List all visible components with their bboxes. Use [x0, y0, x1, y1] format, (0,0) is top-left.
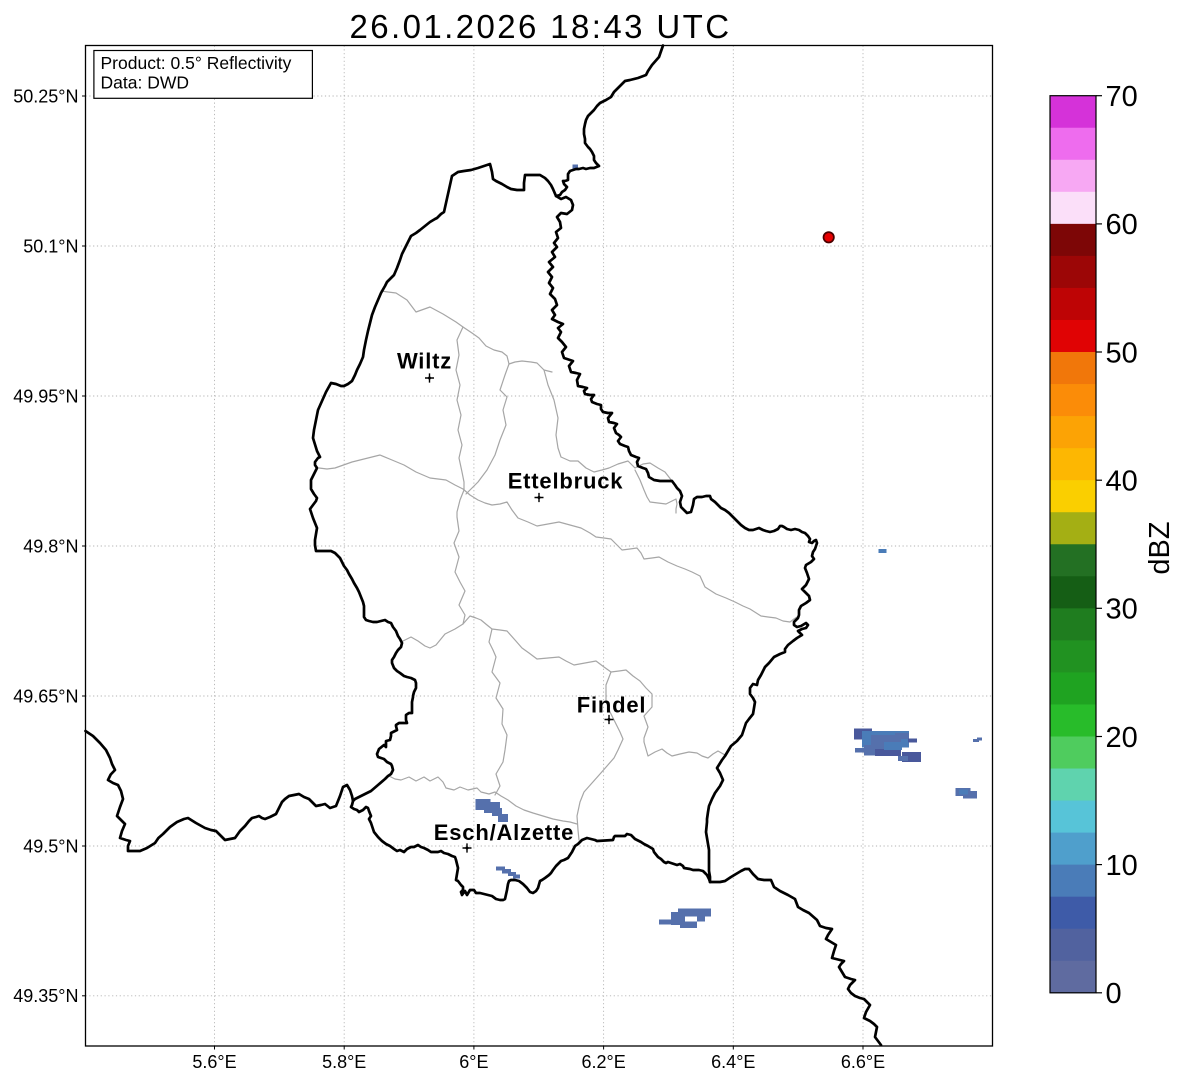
svg-text:30: 30 [1106, 594, 1138, 626]
svg-text:49.95°N: 49.95°N [13, 386, 78, 406]
svg-text:49.65°N: 49.65°N [13, 686, 78, 706]
svg-text:49.8°N: 49.8°N [23, 536, 78, 556]
svg-text:dBZ: dBZ [1144, 521, 1176, 574]
svg-text:0: 0 [1106, 978, 1122, 1010]
svg-text:50: 50 [1106, 337, 1138, 369]
svg-text:10: 10 [1106, 850, 1138, 882]
svg-text:50.1°N: 50.1°N [23, 236, 78, 256]
svg-text:Product: 0.5° Reflectivity: Product: 0.5° Reflectivity [101, 53, 292, 73]
svg-text:6°E: 6°E [459, 1052, 488, 1072]
svg-text:Esch/Alzette: Esch/Alzette [434, 820, 574, 845]
svg-text:5.8°E: 5.8°E [322, 1052, 366, 1072]
svg-text:Wiltz: Wiltz [397, 349, 452, 374]
svg-text:40: 40 [1106, 466, 1138, 498]
svg-text:6.4°E: 6.4°E [711, 1052, 755, 1072]
svg-text:70: 70 [1106, 81, 1138, 113]
svg-text:Ettelbruck: Ettelbruck [508, 469, 624, 494]
svg-text:49.5°N: 49.5°N [23, 836, 78, 856]
svg-text:5.6°E: 5.6°E [192, 1052, 236, 1072]
svg-text:26.01.2026 18:43 UTC: 26.01.2026 18:43 UTC [350, 8, 732, 45]
svg-text:49.35°N: 49.35°N [13, 986, 78, 1006]
svg-text:Findel: Findel [577, 693, 647, 718]
svg-text:60: 60 [1106, 209, 1138, 241]
svg-text:6.2°E: 6.2°E [581, 1052, 625, 1072]
svg-text:Data: DWD: Data: DWD [101, 73, 189, 93]
svg-text:6.6°E: 6.6°E [841, 1052, 885, 1072]
svg-text:50.25°N: 50.25°N [13, 86, 78, 106]
svg-text:20: 20 [1106, 722, 1138, 754]
